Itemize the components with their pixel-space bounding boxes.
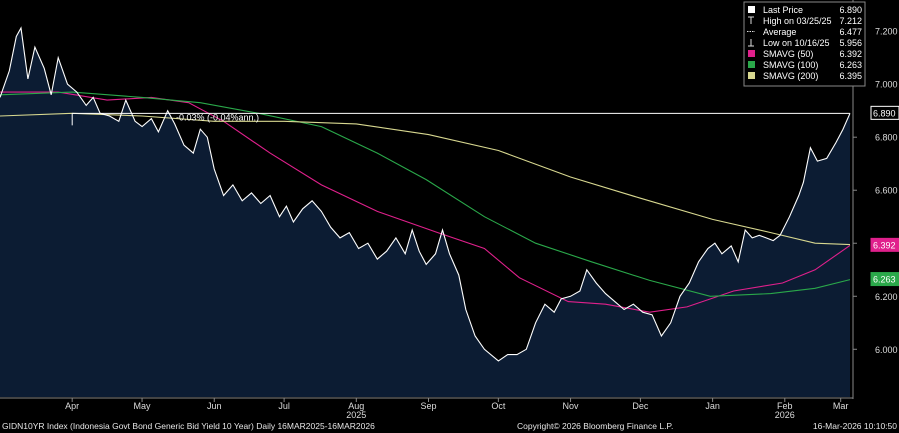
legend-label: Average (763, 27, 796, 37)
x-tick-label: Oct (491, 401, 506, 411)
legend-value: 7.212 (839, 16, 862, 26)
low-marker-icon (748, 39, 754, 47)
high-marker-icon (748, 16, 754, 24)
legend-label: High on 03/25/25 (763, 16, 832, 26)
plot-area: -0.03% (-0.04%ann.) (0, 26, 851, 397)
y-tick-label: 7.200 (875, 27, 898, 37)
footer: GIDN10YR Index (Indonesia Govt Bond Gene… (0, 421, 899, 433)
series-line-smavg-100 (0, 91, 851, 297)
legend-box (743, 1, 866, 87)
x-tick-label: May (134, 401, 152, 411)
square-magenta-icon (748, 50, 755, 57)
legend-value: 6.392 (839, 49, 862, 59)
y-tick-label: 6.200 (875, 292, 898, 302)
square-yellow-icon (748, 72, 755, 79)
x-tick-label: Nov (563, 401, 580, 411)
series-line-smavg-200 (0, 112, 851, 246)
y-tick-label: 6.000 (875, 345, 898, 355)
value-label-box (870, 237, 899, 252)
y-tick-label: 6.600 (875, 186, 898, 196)
value-label: 6.890 (873, 108, 896, 118)
x-tick-label: Dec (632, 401, 649, 411)
y-tick-label: 6.800 (875, 133, 898, 143)
legend-label: SMAVG (200) (763, 71, 818, 81)
legend: Last Price 6.890 High on 03/25/25 7.212 Aver… (743, 1, 866, 87)
legend-label: Low on 10/16/25 (763, 38, 830, 48)
price-area-fill (0, 28, 850, 397)
legend-value: 6.263 (839, 60, 862, 70)
square-green-icon (748, 61, 755, 68)
axes: 6.0006.2006.4006.6006.8007.0007.2006.890… (0, 0, 899, 420)
year-label: 2026 (775, 410, 795, 420)
footer-security-description: GIDN10YR Index (Indonesia Govt Bond Gene… (2, 421, 375, 431)
legend-label: SMAVG (100) (763, 60, 818, 70)
x-tick-label: Feb (777, 401, 793, 411)
x-tick-label: Jan (705, 401, 720, 411)
legend-label: SMAVG (50) (763, 49, 813, 59)
series-line-last-price (0, 26, 851, 362)
y-tick-label: 7.000 (875, 80, 898, 90)
square-white-icon (748, 6, 755, 13)
value-label: 6.392 (873, 240, 896, 250)
footer-timestamp: 16-Mar-2026 10:10:50 (812, 421, 897, 431)
x-tick-label: Sep (420, 401, 436, 411)
x-tick-label: Aug (348, 401, 364, 411)
x-tick-label: Jun (207, 401, 222, 411)
value-label-box (870, 272, 899, 287)
legend-value: 6.395 (839, 71, 862, 81)
legend-label: Last Price (763, 5, 803, 15)
value-label: 6.263 (873, 275, 896, 285)
legend-value: 6.890 (839, 5, 862, 15)
footer-copyright: Copyright© 2026 Bloomberg Finance L.P. (517, 421, 674, 431)
x-tick-label: Mar (833, 401, 849, 411)
x-tick-label: Apr (65, 401, 79, 411)
change-annotation: -0.03% (-0.04%ann.) (176, 112, 259, 122)
value-label-box (870, 105, 899, 120)
x-tick-label: Jul (278, 401, 290, 411)
legend-value: 6.477 (839, 27, 862, 37)
year-label: 2025 (346, 410, 366, 420)
legend-value: 5.956 (839, 38, 862, 48)
